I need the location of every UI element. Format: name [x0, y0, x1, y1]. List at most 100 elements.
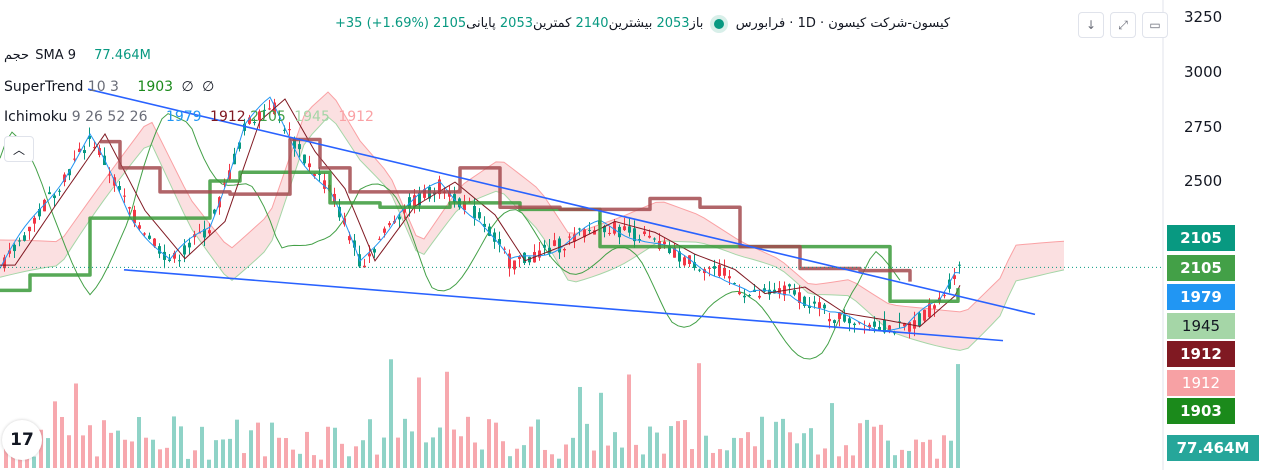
- candle-body: [713, 266, 716, 269]
- candle-body: [438, 179, 441, 195]
- candle-body: [268, 108, 271, 110]
- candle-body: [918, 313, 921, 326]
- trendline-2: [123, 268, 1004, 342]
- volume-bar: [60, 416, 64, 468]
- volume-bars: [4, 359, 960, 468]
- volume-bar: [788, 432, 792, 468]
- supertrend-empty-2: ∅: [202, 79, 215, 95]
- volume-bar: [424, 442, 428, 468]
- volume-bar: [648, 426, 652, 468]
- volume-bar: [501, 441, 505, 468]
- supertrend-empty-1: ∅: [181, 79, 194, 95]
- candle-body: [143, 233, 146, 235]
- volume-bar: [613, 432, 617, 468]
- volume-bar: [312, 455, 316, 468]
- candle-body: [553, 240, 556, 246]
- candle-body: [793, 290, 796, 295]
- candle-body: [483, 223, 486, 227]
- volume-bar: [214, 440, 218, 468]
- volume-bar: [795, 443, 799, 468]
- ohlc-legend: کیسون-شرکت کیسون · 1D · فرابورس باز2053 …: [335, 16, 951, 31]
- candle-body: [723, 267, 726, 276]
- candle-body: [653, 238, 656, 240]
- volume-bar: [179, 426, 183, 468]
- volume-bar: [375, 454, 379, 468]
- candle-body: [253, 122, 256, 124]
- candle-body: [128, 207, 131, 209]
- y-tick-3000: 3000: [1184, 63, 1223, 81]
- volume-bar: [256, 422, 260, 468]
- candle-body: [738, 292, 741, 295]
- candle-body: [38, 208, 41, 217]
- ichimoku-cloud: [0, 91, 1065, 351]
- candle-body: [818, 302, 821, 309]
- volume-bar: [396, 437, 400, 468]
- volume-bar: [809, 428, 813, 468]
- volume-bar: [431, 437, 435, 468]
- candle-body: [463, 201, 466, 211]
- candle-body: [508, 253, 511, 269]
- candle-body: [668, 245, 671, 254]
- candle-body: [593, 230, 596, 235]
- open-label: باز: [689, 16, 704, 31]
- volume-bar: [697, 363, 701, 468]
- candle-body: [338, 206, 341, 218]
- volume-bar: [277, 437, 281, 468]
- candle-body: [213, 209, 216, 214]
- scroll-down-button[interactable]: ↓: [1078, 12, 1104, 38]
- candle-body: [913, 320, 916, 329]
- volume-bar: [137, 417, 141, 468]
- candle-body: [88, 136, 91, 139]
- volume-bar: [578, 386, 582, 468]
- volume-bar: [186, 458, 190, 468]
- volume-bar: [620, 447, 624, 468]
- open-value: 2053: [656, 16, 690, 31]
- candle-body: [578, 228, 581, 230]
- volume-bar: [781, 418, 785, 468]
- candle-body: [953, 275, 956, 279]
- candle-body: [883, 319, 886, 333]
- volume-bar: [452, 429, 456, 468]
- volume-bar: [907, 450, 911, 468]
- conversion-line: [0, 96, 961, 332]
- volume-bar: [851, 455, 855, 468]
- candle-body: [563, 248, 566, 251]
- volume-legend[interactable]: حجم SMA 9 77.464M: [4, 48, 151, 63]
- candle-body: [188, 242, 191, 248]
- close-value: 2105: [433, 16, 467, 31]
- candle-body: [798, 292, 801, 303]
- supertrend-legend[interactable]: SuperTrend 10 3 1903 ∅ ∅: [4, 79, 214, 95]
- candle-body: [73, 158, 76, 160]
- legend-collapse-button[interactable]: ︿: [4, 136, 34, 162]
- candle-body: [43, 199, 46, 212]
- candle-body: [178, 260, 181, 262]
- volume-bar: [130, 441, 134, 468]
- market-status-icon: [713, 18, 724, 29]
- volume-bar: [921, 442, 925, 468]
- candle-body: [353, 240, 356, 248]
- tradingview-logo-icon[interactable]: 17: [2, 420, 42, 460]
- badge-lagging-span: 2105: [1167, 255, 1235, 281]
- candle-body: [293, 138, 296, 149]
- candle-body: [513, 260, 516, 270]
- candle-body: [478, 212, 481, 219]
- volume-bar: [298, 453, 302, 468]
- candle-body: [673, 247, 676, 258]
- volume-bar: [123, 439, 127, 468]
- candle-body: [788, 284, 791, 287]
- volume-bar: [221, 439, 225, 468]
- volume-bar: [900, 449, 904, 468]
- ichimoku-legend[interactable]: Ichimoku 9 26 52 26 1979 1912 2105 1945 …: [4, 109, 374, 125]
- candle-body: [238, 142, 241, 149]
- candle-body: [743, 295, 746, 298]
- fullscreen-button[interactable]: ▭: [1142, 12, 1168, 38]
- volume-bar: [340, 443, 344, 468]
- candle-body: [288, 129, 291, 131]
- volume-bar: [865, 419, 869, 468]
- expand-button[interactable]: ⤢: [1110, 12, 1136, 38]
- candle-body: [138, 225, 141, 229]
- volume-bar: [893, 455, 897, 468]
- candle-body: [173, 252, 176, 259]
- volume-bar: [270, 422, 274, 468]
